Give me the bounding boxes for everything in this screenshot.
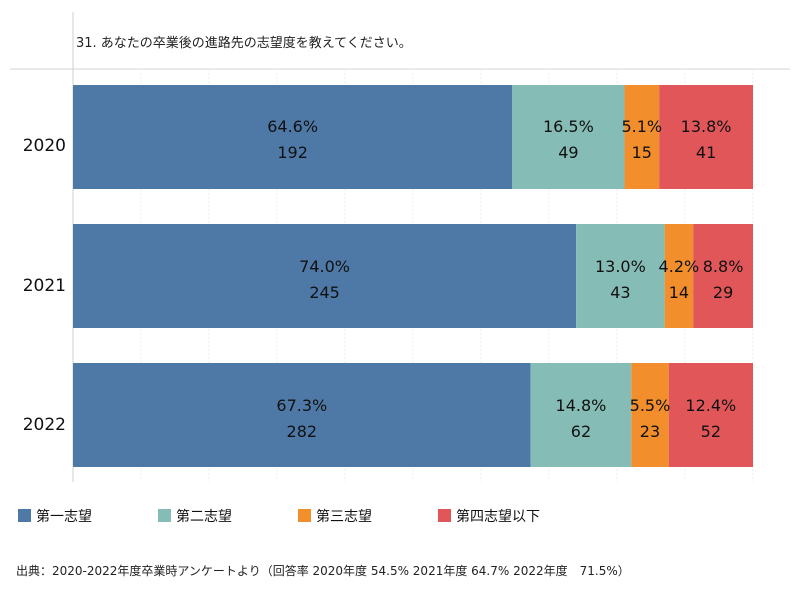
legend-swatch xyxy=(298,509,311,522)
percent-label: 8.8% xyxy=(703,257,744,276)
count-label: 49 xyxy=(558,143,578,162)
category-label: 2022 xyxy=(23,415,66,435)
bars-group xyxy=(73,85,753,467)
percent-label: 5.5% xyxy=(630,396,671,415)
percent-label: 13.8% xyxy=(681,117,732,136)
count-label: 62 xyxy=(571,422,591,441)
percent-label: 67.3% xyxy=(276,396,327,415)
count-label: 282 xyxy=(287,422,318,441)
bar-segment xyxy=(664,224,694,328)
legend-swatch xyxy=(438,509,451,522)
bar-segment xyxy=(659,85,753,189)
percent-label: 13.0% xyxy=(595,257,646,276)
percent-label: 5.1% xyxy=(621,117,662,136)
percent-label: 16.5% xyxy=(543,117,594,136)
percent-label: 74.0% xyxy=(299,257,350,276)
count-label: 245 xyxy=(309,283,340,302)
count-label: 43 xyxy=(610,283,630,302)
legend-label: 第四志望以下 xyxy=(456,508,540,525)
bar-segment xyxy=(693,224,753,328)
bar-segment xyxy=(576,224,665,328)
bar-segment xyxy=(668,363,753,467)
bar-segment xyxy=(624,85,660,189)
legend-label: 第三志望 xyxy=(316,508,372,525)
count-label: 15 xyxy=(632,143,652,162)
percent-label: 4.2% xyxy=(659,257,700,276)
bar-segment xyxy=(512,85,625,189)
category-label: 2020 xyxy=(23,136,66,156)
legend: 第一志望 第二志望 第三志望 第四志望以下 xyxy=(18,508,540,525)
count-label: 14 xyxy=(669,283,689,302)
percent-label: 12.4% xyxy=(685,396,736,415)
legend-label: 第二志望 xyxy=(176,508,232,525)
legend-swatch xyxy=(18,509,31,522)
bar-segment xyxy=(73,363,531,467)
bar-segment xyxy=(73,224,577,328)
category-label: 2021 xyxy=(23,276,66,296)
legend-swatch xyxy=(158,509,171,522)
percent-label: 64.6% xyxy=(267,117,318,136)
bar-segment xyxy=(73,85,513,189)
count-label: 192 xyxy=(277,143,308,162)
bar-segment xyxy=(631,363,669,467)
legend-label: 第一志望 xyxy=(36,508,92,525)
chart-title: 31. あなたの卒業後の進路先の志望度を教えてください。 xyxy=(76,35,412,51)
count-label: 52 xyxy=(701,422,721,441)
count-label: 29 xyxy=(713,283,733,302)
percent-label: 14.8% xyxy=(556,396,607,415)
count-label: 23 xyxy=(640,422,660,441)
count-label: 41 xyxy=(696,143,716,162)
labels-group: 2020 64.6% 192 16.5% 49 5.1% 15 13.8% 41 2021 74.0… xyxy=(23,117,744,441)
footnote: 出典：2020-2022年度卒業時アンケートより（回答率 2020年度 54.5… xyxy=(16,564,630,578)
bar-segment xyxy=(530,363,632,467)
